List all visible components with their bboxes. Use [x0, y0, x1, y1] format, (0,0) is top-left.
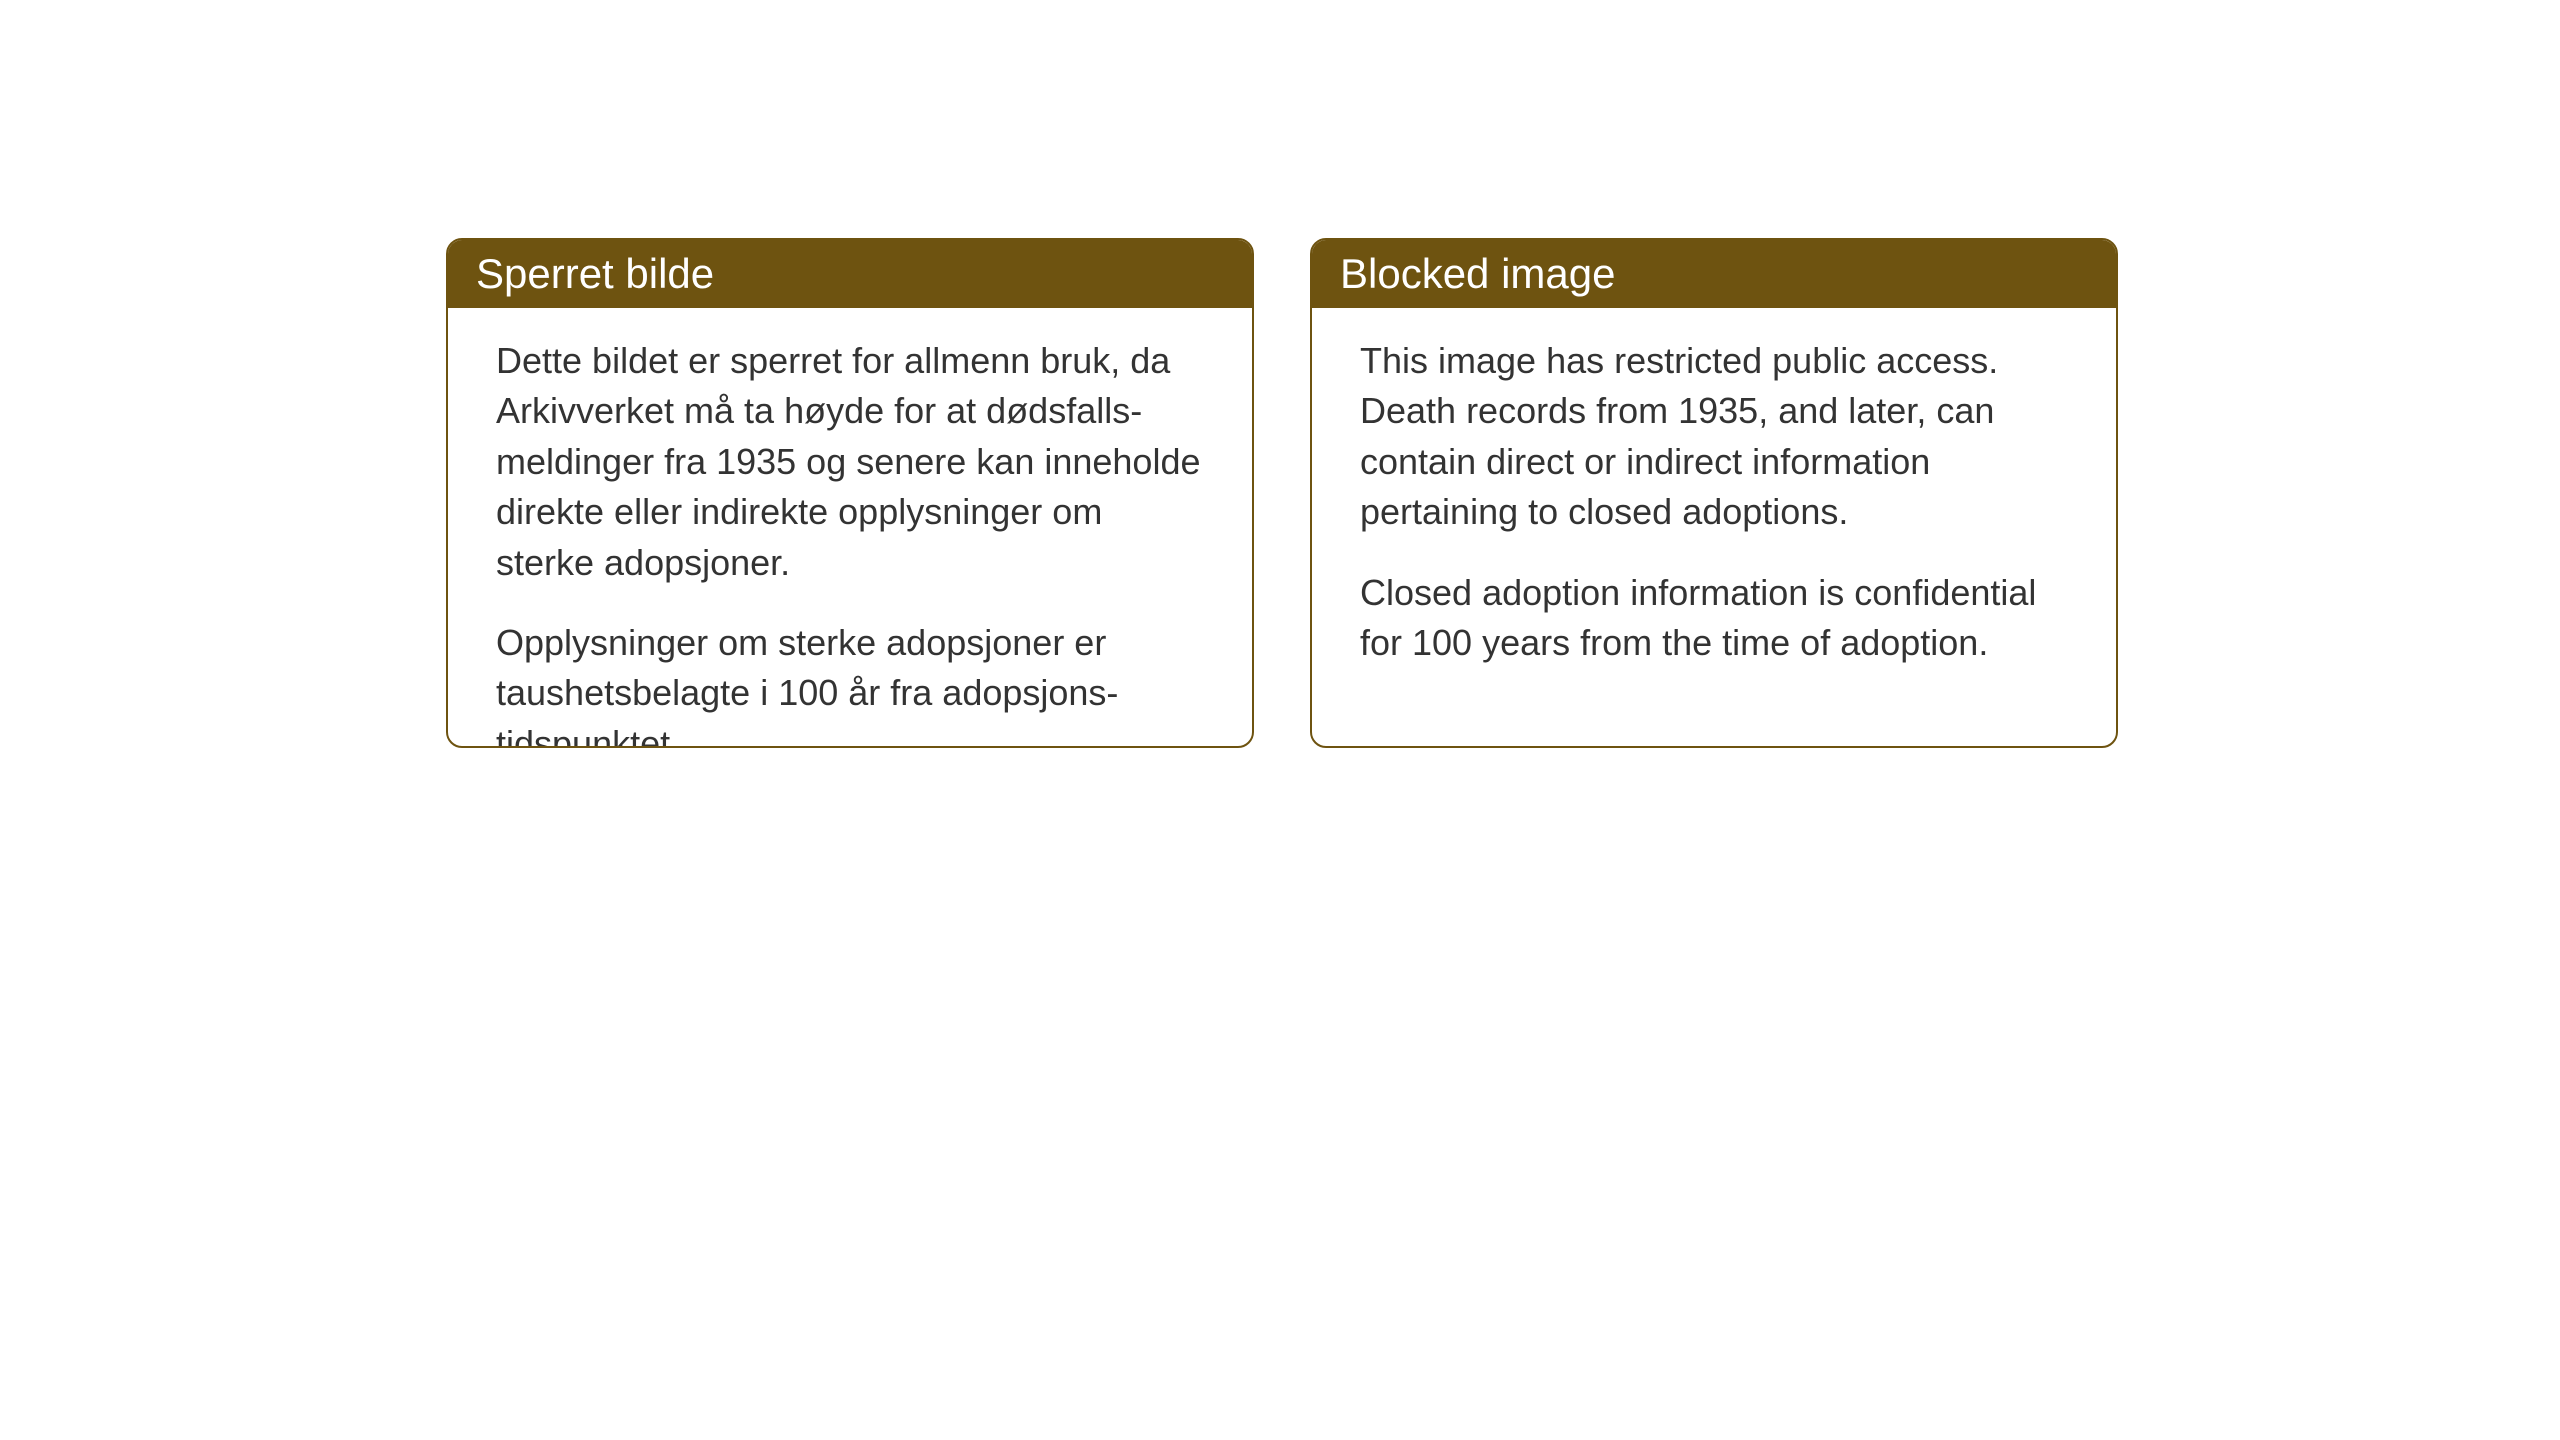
- card-header-english: Blocked image: [1312, 240, 2116, 308]
- card-header-norwegian: Sperret bilde: [448, 240, 1252, 308]
- card-paragraph1-norwegian: Dette bildet er sperret for allmenn bruk…: [496, 336, 1204, 588]
- card-body-english: This image has restricted public access.…: [1312, 308, 2116, 716]
- card-title-english: Blocked image: [1340, 250, 1615, 297]
- card-paragraph2-english: Closed adoption information is confident…: [1360, 568, 2068, 669]
- card-english: Blocked image This image has restricted …: [1310, 238, 2118, 748]
- cards-container: Sperret bilde Dette bildet er sperret fo…: [446, 238, 2118, 748]
- card-paragraph2-norwegian: Opplysninger om sterke adopsjoner er tau…: [496, 618, 1204, 748]
- card-body-norwegian: Dette bildet er sperret for allmenn bruk…: [448, 308, 1252, 748]
- card-paragraph1-english: This image has restricted public access.…: [1360, 336, 2068, 538]
- card-norwegian: Sperret bilde Dette bildet er sperret fo…: [446, 238, 1254, 748]
- card-title-norwegian: Sperret bilde: [476, 250, 714, 297]
